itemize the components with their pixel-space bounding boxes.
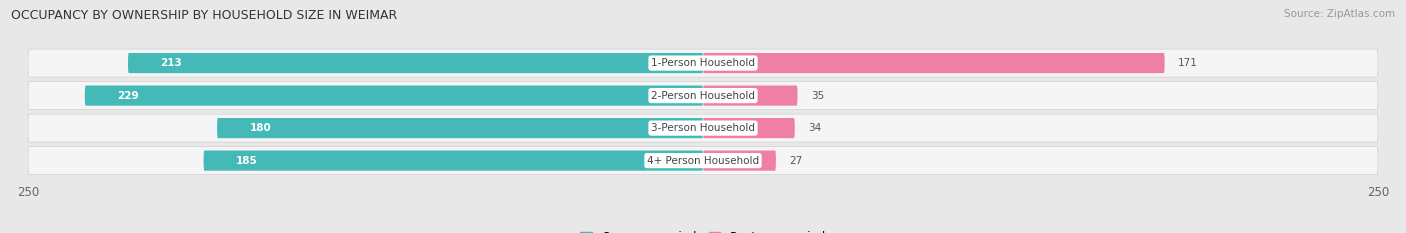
Text: 180: 180: [249, 123, 271, 133]
FancyBboxPatch shape: [703, 151, 776, 171]
Text: 171: 171: [1178, 58, 1198, 68]
FancyBboxPatch shape: [28, 82, 1378, 110]
FancyBboxPatch shape: [703, 53, 1164, 73]
Text: 213: 213: [160, 58, 183, 68]
FancyBboxPatch shape: [703, 118, 794, 138]
Text: OCCUPANCY BY OWNERSHIP BY HOUSEHOLD SIZE IN WEIMAR: OCCUPANCY BY OWNERSHIP BY HOUSEHOLD SIZE…: [11, 9, 398, 22]
Text: 27: 27: [789, 156, 803, 166]
Text: 3-Person Household: 3-Person Household: [651, 123, 755, 133]
FancyBboxPatch shape: [28, 114, 1378, 142]
FancyBboxPatch shape: [204, 151, 703, 171]
FancyBboxPatch shape: [128, 53, 703, 73]
Text: 1-Person Household: 1-Person Household: [651, 58, 755, 68]
Text: 34: 34: [808, 123, 821, 133]
Legend: Owner-occupied, Renter-occupied: Owner-occupied, Renter-occupied: [575, 226, 831, 233]
Text: Source: ZipAtlas.com: Source: ZipAtlas.com: [1284, 9, 1395, 19]
Text: 4+ Person Household: 4+ Person Household: [647, 156, 759, 166]
Text: 35: 35: [811, 91, 824, 101]
FancyBboxPatch shape: [28, 147, 1378, 175]
FancyBboxPatch shape: [217, 118, 703, 138]
Text: 2-Person Household: 2-Person Household: [651, 91, 755, 101]
Text: 229: 229: [117, 91, 139, 101]
FancyBboxPatch shape: [84, 86, 703, 106]
FancyBboxPatch shape: [28, 49, 1378, 77]
FancyBboxPatch shape: [703, 86, 797, 106]
Text: 185: 185: [236, 156, 257, 166]
